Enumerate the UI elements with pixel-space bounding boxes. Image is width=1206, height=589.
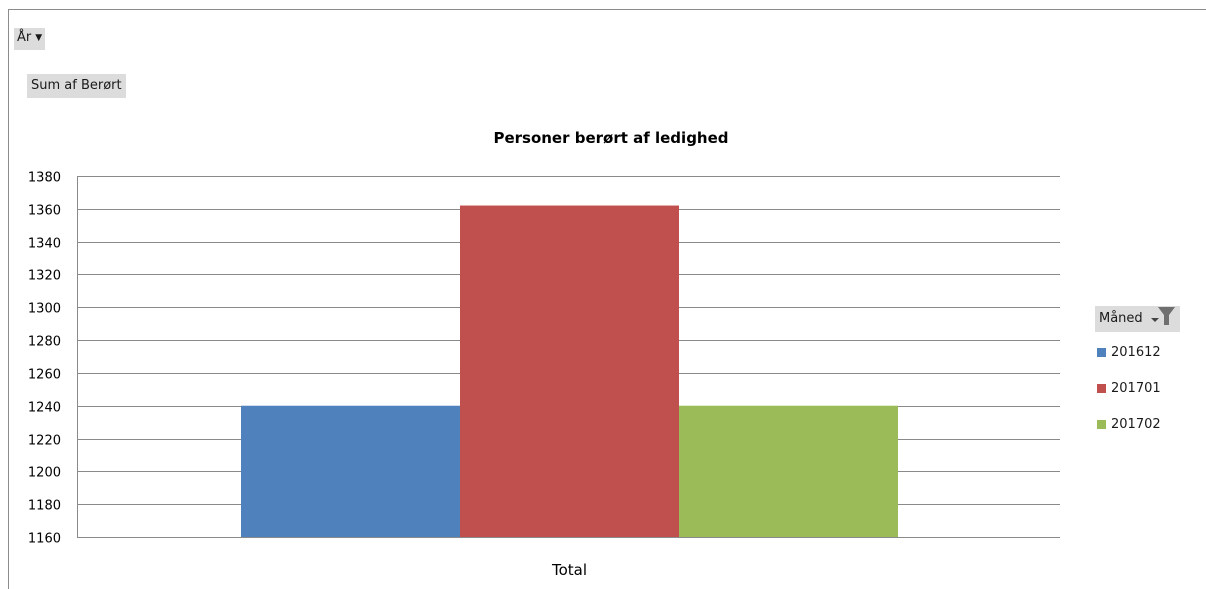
y-tick-label: 1360 (28, 204, 61, 219)
legend: Måned 201612 201701 201702 (1095, 306, 1180, 434)
legend-item: 201701 (1095, 380, 1180, 398)
y-tick-label: 1160 (28, 532, 61, 547)
y-tick-label: 1280 (28, 335, 61, 350)
legend-field-label: Måned (1099, 311, 1143, 326)
legend-label: 201702 (1111, 417, 1161, 432)
legend-swatch (1097, 348, 1106, 357)
bar-201702 (679, 405, 898, 537)
legend-swatch (1097, 420, 1106, 429)
legend-item: 201612 (1095, 344, 1180, 362)
y-tick-label: 1300 (28, 302, 61, 317)
legend-label: 201701 (1111, 381, 1161, 396)
bars (241, 205, 898, 537)
x-axis-ticks: Total (551, 561, 587, 579)
year-filter-button[interactable]: År ▼ (14, 28, 46, 50)
y-tick-label: 1240 (28, 401, 61, 416)
legend-label: 201612 (1111, 345, 1161, 360)
bar-201612 (241, 405, 460, 537)
y-tick-label: 1340 (28, 237, 61, 252)
y-tick-label: 1200 (28, 466, 61, 481)
y-tick-label: 1380 (28, 171, 61, 186)
legend-swatch (1097, 384, 1106, 393)
values-field-label: Sum af Berørt (31, 78, 122, 93)
y-tick-label: 1320 (28, 269, 61, 284)
chart-area-frame (8, 9, 1206, 589)
x-tick-label: Total (551, 561, 587, 579)
values-field-button[interactable]: Sum af Berørt (27, 74, 126, 98)
chart-title: Personer berørt af ledighed (493, 129, 728, 147)
year-filter-label: År (17, 30, 32, 45)
y-tick-label: 1220 (28, 434, 61, 449)
legend-field-button[interactable]: Måned (1095, 306, 1180, 332)
bar-201701 (460, 205, 679, 537)
legend-item: 201702 (1095, 416, 1180, 434)
y-tick-label: 1260 (28, 368, 61, 383)
filter-icon (1150, 306, 1176, 336)
y-tick-label: 1180 (28, 499, 61, 514)
chevron-down-icon: ▼ (35, 33, 43, 43)
y-axis-ticks: 1160 1180 1200 1220 1240 1260 1280 1300 1320 1340… (28, 171, 61, 547)
